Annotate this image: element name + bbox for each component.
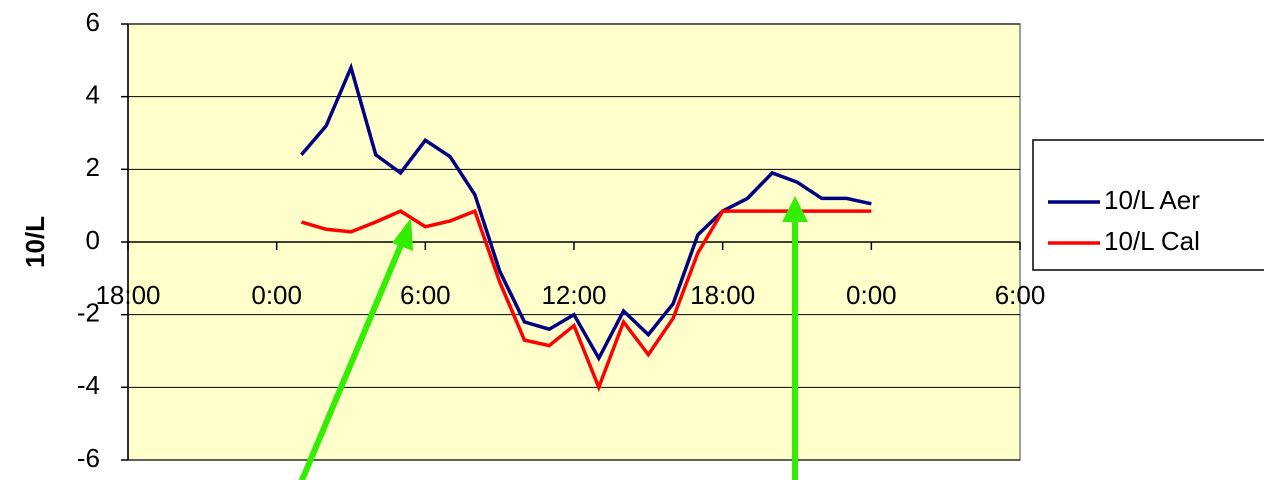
- x-tick-label: 6:00: [400, 280, 451, 310]
- x-tick-label: 18:00: [95, 280, 160, 310]
- legend-label: 10/L Cal: [1104, 226, 1200, 256]
- y-axis-label: 10/L: [20, 216, 50, 268]
- y-tick-label: 4: [86, 80, 100, 110]
- legend-label: 10/L Aer: [1104, 185, 1200, 215]
- y-tick-label: -2: [77, 298, 100, 328]
- x-tick-label: 0:00: [251, 280, 302, 310]
- annotation-arrows: [298, 196, 808, 480]
- y-tick-label: 6: [86, 7, 100, 37]
- x-tick-label: 18:00: [690, 280, 755, 310]
- labels: -6 -4 -2 0 2 4 6 18:00 0:00 6:00 12:00 18:00 0:00 6:0…: [77, 7, 1045, 473]
- y-tick-label: 2: [86, 152, 100, 182]
- y-tick-label: -6: [77, 443, 100, 473]
- arrow-shaft: [298, 238, 406, 480]
- series-line: [300, 208, 872, 393]
- x-tick-label: 12:00: [541, 280, 606, 310]
- x-tick-label: 0:00: [846, 280, 897, 310]
- y-tick-label: 0: [86, 225, 100, 255]
- y-tick-label: -4: [77, 370, 100, 400]
- legend-box: [1032, 139, 1264, 271]
- arrow-head: [782, 196, 808, 222]
- legend: 10/L Aer 10/L Cal: [1048, 185, 1200, 256]
- arrow-head: [392, 218, 413, 251]
- x-tick-label: 6:00: [995, 280, 1046, 310]
- lines: [300, 62, 872, 393]
- grid: [121, 23, 1021, 461]
- series-line: [300, 62, 872, 362]
